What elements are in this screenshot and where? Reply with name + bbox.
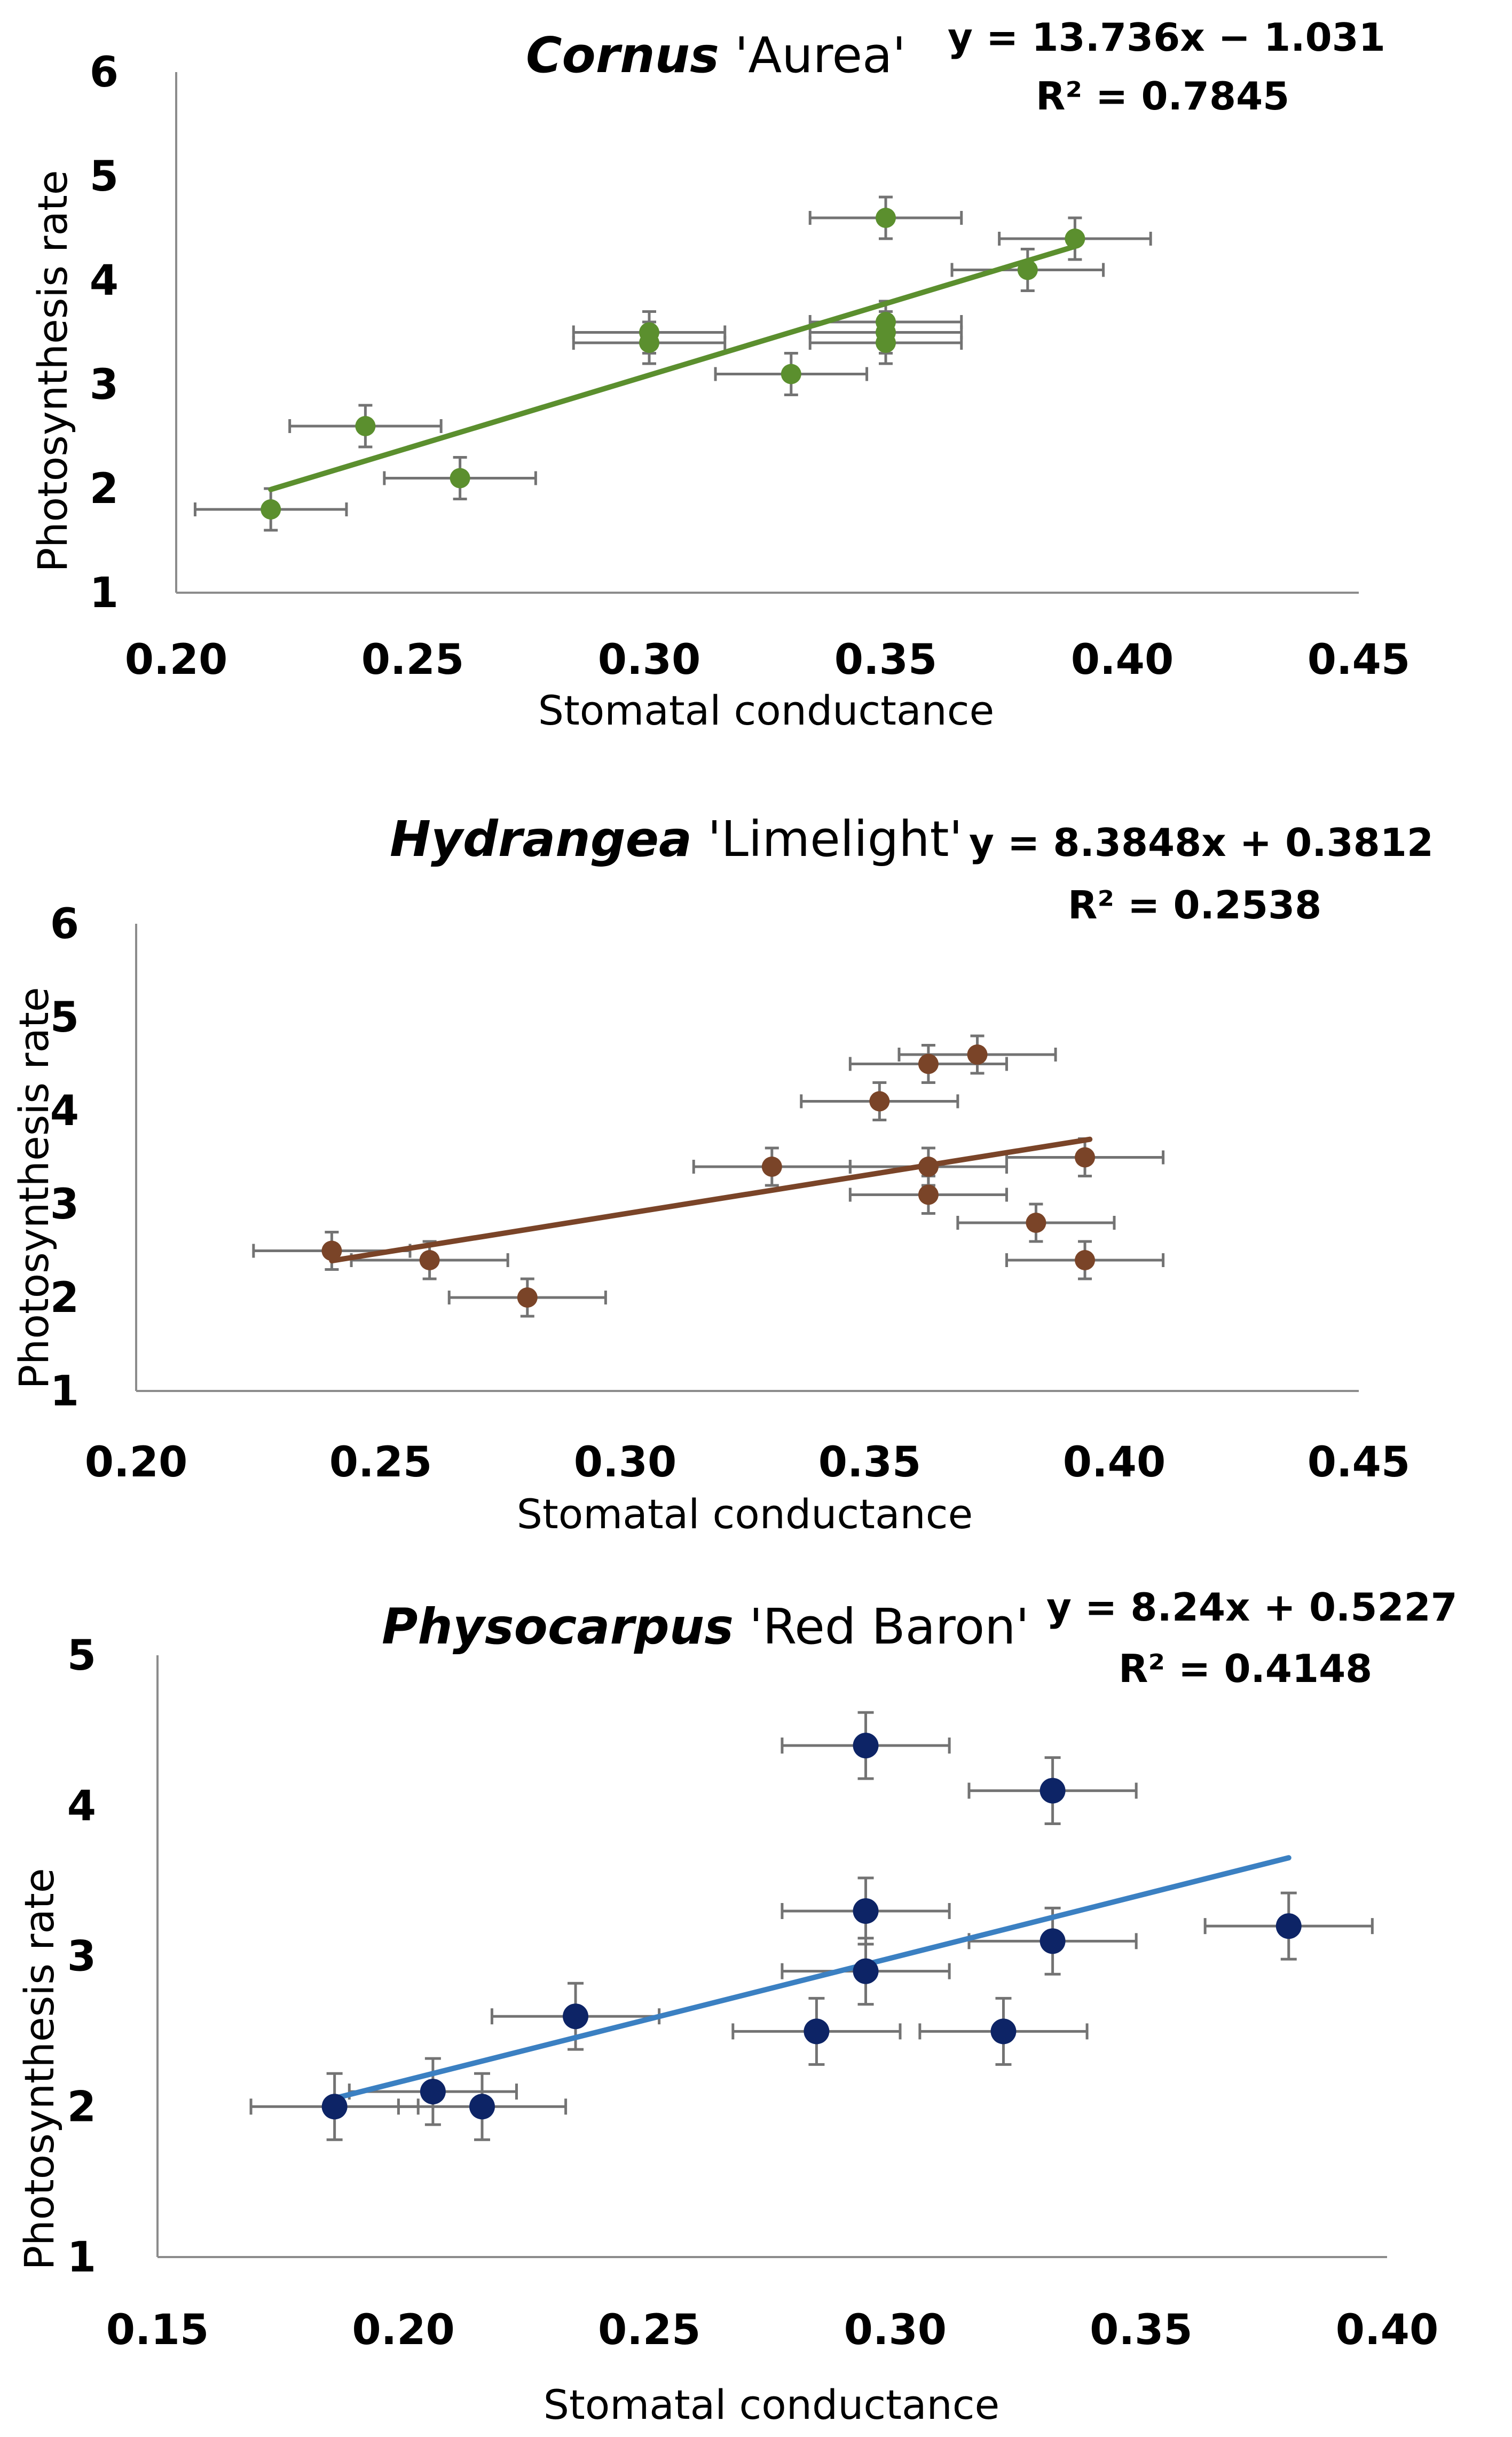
data-point <box>1040 1928 1066 1954</box>
y-tick-label: 5 <box>50 994 79 1042</box>
y-tick-label: 5 <box>90 153 119 201</box>
x-tick-label: 0.40 <box>1071 636 1174 684</box>
y-tick-label: 2 <box>90 465 119 513</box>
data-point <box>876 333 896 353</box>
data-point <box>1017 260 1038 280</box>
x-tick-label: 0.25 <box>329 1438 432 1487</box>
r-squared: R² = 0.7845 <box>1036 74 1289 119</box>
data-point <box>639 333 659 353</box>
y-axis-title: Photosynthesis rate <box>15 1868 63 2270</box>
data-point <box>876 208 896 228</box>
chart-title: Cornus 'Aurea' <box>526 27 906 84</box>
data-point <box>321 2094 348 2120</box>
x-tick-label: 0.15 <box>106 2306 209 2354</box>
chart-hydrangea: Hydrangea 'Limelight' y = 8.3848x + 0.38… <box>10 811 1434 1538</box>
trendline-equation: y = 8.24x + 0.5227 <box>1046 1585 1458 1630</box>
chart-physocarpus: Physocarpus 'Red Baron' y = 8.24x + 0.52… <box>15 1585 1458 2428</box>
data-point <box>967 1044 988 1065</box>
x-tick-label: 0.30 <box>598 636 700 684</box>
plot-area: 0.20 0.25 0.30 0.35 0.40 0.45 1 2 3 4 5 6 <box>90 49 1411 684</box>
data-point <box>918 1157 939 1177</box>
y-tick-label: 1 <box>90 569 119 617</box>
x-tick-label: 0.40 <box>1063 1438 1166 1487</box>
title-cultivar: 'Limelight' <box>692 811 963 868</box>
trendline <box>268 243 1078 492</box>
y-tick-label: 4 <box>67 1782 96 1830</box>
data-point <box>781 364 801 384</box>
x-tick-label: 0.45 <box>1308 636 1410 684</box>
data-point <box>853 1958 879 1984</box>
x-tick-label: 0.20 <box>352 2306 454 2354</box>
trendline <box>332 1855 1292 2101</box>
x-tick-label: 0.40 <box>1336 2306 1438 2354</box>
title-species: Hydrangea <box>390 811 692 868</box>
title-species: Physocarpus <box>382 1598 734 1655</box>
data-point <box>469 2094 495 2120</box>
chart-title: Hydrangea 'Limelight' <box>390 811 963 868</box>
y-tick-label: 4 <box>50 1087 79 1135</box>
y-tick-label: 2 <box>67 2083 96 2131</box>
data-point <box>321 1240 342 1261</box>
x-tick-label: 0.25 <box>598 2306 700 2354</box>
x-tick-label: 0.45 <box>1308 1438 1410 1487</box>
data-point <box>869 1091 890 1112</box>
x-tick-label: 0.25 <box>361 636 464 684</box>
x-tick-label: 0.20 <box>85 1438 187 1487</box>
y-tick-label: 3 <box>90 361 119 409</box>
y-tick-label: 3 <box>50 1181 79 1229</box>
y-tick-label: 6 <box>90 49 119 97</box>
x-tick-label: 0.35 <box>818 1438 921 1487</box>
x-tick-label: 0.35 <box>834 636 937 684</box>
data-point <box>1040 1778 1066 1804</box>
y-tick-label: 6 <box>50 900 79 948</box>
trendline <box>329 1136 1093 1264</box>
title-species: Cornus <box>526 27 719 84</box>
data-point <box>804 2018 830 2045</box>
y-tick-label: 1 <box>67 2234 96 2282</box>
x-tick-label: 0.35 <box>1090 2306 1192 2354</box>
data-point <box>1026 1213 1046 1233</box>
data-point <box>990 2018 1017 2045</box>
data-point <box>761 1157 782 1177</box>
data-point <box>419 1250 440 1270</box>
data-point <box>918 1054 939 1074</box>
y-axis-title: Photosynthesis rate <box>10 987 58 1389</box>
plot-area: 0.20 0.25 0.30 0.35 0.40 0.45 1 2 3 4 5 6 <box>50 900 1411 1487</box>
data-point <box>1075 1250 1096 1270</box>
data-point <box>1075 1147 1096 1168</box>
x-tick-label: 0.30 <box>574 1438 676 1487</box>
data-point <box>563 2003 589 2030</box>
data-point <box>853 1898 879 1924</box>
title-cultivar: 'Aurea' <box>719 27 906 84</box>
data-point <box>355 416 376 436</box>
chart-title: Physocarpus 'Red Baron' <box>382 1598 1029 1655</box>
x-axis-title: Stomatal conductance <box>544 2381 1000 2428</box>
chart-cornus: Cornus 'Aurea' y = 13.736x − 1.031 R² = … <box>29 15 1410 734</box>
title-cultivar: 'Red Baron' <box>734 1598 1029 1655</box>
trendline-equation: y = 8.3848x + 0.3812 <box>969 820 1434 865</box>
data-point <box>420 2079 446 2105</box>
y-tick-label: 5 <box>67 1632 96 1680</box>
trendline-equation: y = 13.736x − 1.031 <box>948 15 1385 60</box>
data-point <box>1065 229 1085 249</box>
y-tick-label: 1 <box>50 1367 79 1416</box>
y-tick-label: 3 <box>67 1933 96 1981</box>
x-tick-label: 0.20 <box>125 636 227 684</box>
data-point <box>517 1287 538 1308</box>
r-squared: R² = 0.4148 <box>1119 1646 1372 1691</box>
x-axis-title: Stomatal conductance <box>517 1490 973 1538</box>
data-point <box>450 468 470 489</box>
y-tick-label: 2 <box>50 1274 79 1322</box>
r-squared: R² = 0.2538 <box>1068 883 1321 927</box>
data-point <box>853 1733 879 1759</box>
plot-area: 0.15 0.20 0.25 0.30 0.35 0.40 1 2 3 4 5 <box>67 1632 1439 2354</box>
data-point <box>261 499 281 520</box>
y-axis-title: Photosynthesis rate <box>29 170 76 572</box>
data-point <box>918 1184 939 1205</box>
y-tick-label: 4 <box>90 257 119 305</box>
x-tick-label: 0.30 <box>844 2306 947 2354</box>
x-axis-title: Stomatal conductance <box>538 687 995 734</box>
data-point <box>1275 1913 1302 1939</box>
